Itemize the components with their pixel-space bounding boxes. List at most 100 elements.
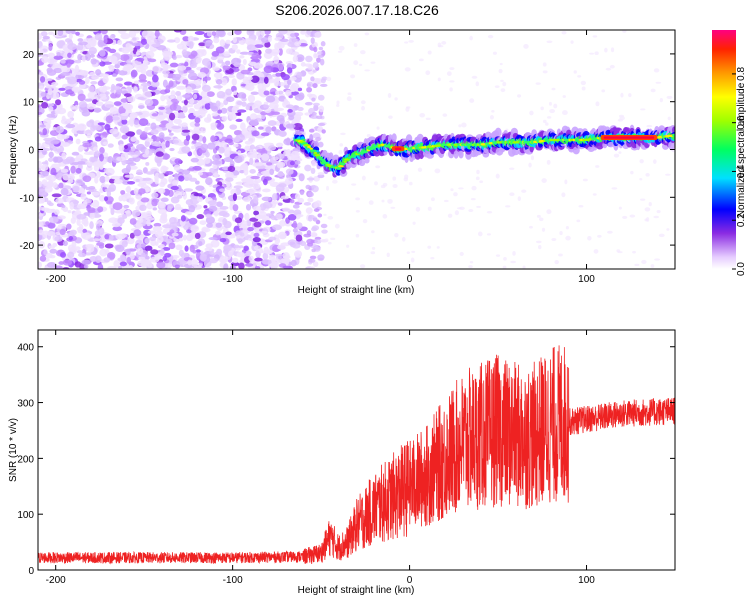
noise-cell (133, 119, 140, 125)
noise-cell (215, 30, 225, 37)
noise-cell (138, 218, 144, 223)
noise-cell (180, 215, 186, 222)
noise-cell (447, 213, 453, 218)
noise-cell (94, 136, 102, 142)
noise-cell (521, 189, 527, 193)
noise-cell (210, 56, 218, 61)
noise-cell (314, 236, 322, 240)
noise-cell (97, 122, 106, 126)
noise-cell (160, 248, 165, 257)
noise-cell (249, 113, 258, 120)
noise-cell (165, 140, 170, 148)
noise-cell (112, 226, 123, 232)
noise-cell (187, 151, 193, 157)
noise-cell (215, 79, 223, 85)
noise-cell (99, 73, 110, 78)
noise-cell (206, 61, 212, 70)
noise-cell (253, 232, 260, 238)
noise-cell (81, 110, 91, 117)
noise-cell (149, 236, 156, 242)
noise-cell (65, 123, 76, 129)
noise-cell (253, 162, 264, 167)
noise-cell (273, 55, 280, 64)
noise-cell (142, 56, 148, 64)
noise-cell (40, 147, 51, 152)
noise-cell (197, 71, 207, 78)
noise-cell (362, 219, 368, 224)
colorbar-tick-label: 0.8 (736, 67, 747, 81)
noise-cell (170, 95, 175, 99)
noise-cell (225, 231, 232, 236)
noise-cell (60, 168, 69, 173)
noise-cell (226, 171, 234, 180)
noise-cell (112, 202, 123, 211)
noise-cell (94, 150, 100, 157)
noise-cell (248, 255, 254, 262)
noise-cell (380, 184, 386, 189)
noise-cell (536, 214, 541, 218)
x-tick-label: 100 (578, 274, 595, 285)
noise-cell (310, 184, 317, 189)
noise-cell (102, 141, 109, 146)
noise-cell (500, 88, 506, 93)
noise-cell (667, 116, 671, 121)
noise-cell (48, 151, 54, 158)
noise-cell (390, 206, 396, 209)
noise-cell (266, 213, 272, 217)
noise-cell (275, 213, 283, 220)
noise-cell (317, 94, 325, 101)
noise-cell (97, 206, 104, 213)
noise-cell (457, 207, 462, 210)
noise-cell (336, 104, 340, 107)
noise-cell (425, 117, 431, 121)
noise-cell (392, 184, 398, 189)
noise-cell (132, 37, 137, 41)
noise-cell (304, 63, 313, 67)
noise-cell (364, 32, 370, 36)
noise-cell (609, 64, 615, 69)
noise-cell (233, 105, 239, 111)
noise-cell (427, 245, 432, 249)
noise-cell (222, 65, 231, 71)
noise-cell (639, 159, 644, 164)
noise-cell (232, 204, 239, 212)
noise-cell (154, 136, 161, 142)
noise-cell (205, 213, 212, 218)
noise-cell (68, 32, 73, 40)
noise-cell (471, 75, 478, 79)
noise-cell (353, 43, 358, 47)
noise-cell (48, 216, 59, 224)
noise-cell (108, 235, 114, 241)
noise-cell (158, 173, 165, 179)
noise-cell (236, 49, 241, 54)
noise-cell (564, 179, 568, 185)
noise-cell (321, 229, 328, 234)
ridge-core-cell (338, 165, 344, 168)
noise-cell (553, 103, 558, 109)
noise-cell (181, 49, 188, 56)
noise-cell (245, 105, 251, 111)
noise-cell (502, 265, 507, 269)
noise-cell (75, 31, 80, 36)
noise-cell (182, 79, 189, 85)
noise-cell (201, 227, 211, 233)
y-tick-label: 100 (17, 510, 34, 521)
noise-cell (135, 223, 143, 227)
noise-cell (54, 109, 61, 114)
noise-cell (304, 164, 312, 172)
y-tick-label: 20 (23, 50, 35, 61)
noise-cell (154, 172, 160, 179)
noise-cell (406, 251, 411, 254)
noise-cell (375, 165, 381, 169)
noise-cell (58, 103, 63, 111)
noise-cell (63, 138, 69, 142)
noise-cell (168, 242, 176, 250)
noise-cell (387, 93, 392, 98)
noise-cell (495, 173, 500, 179)
noise-cell (645, 173, 650, 177)
noise-cell (587, 235, 592, 241)
noise-cell (264, 41, 271, 48)
ridge-core-cell (316, 156, 324, 159)
noise-cell (278, 130, 287, 137)
noise-cell (234, 112, 241, 116)
